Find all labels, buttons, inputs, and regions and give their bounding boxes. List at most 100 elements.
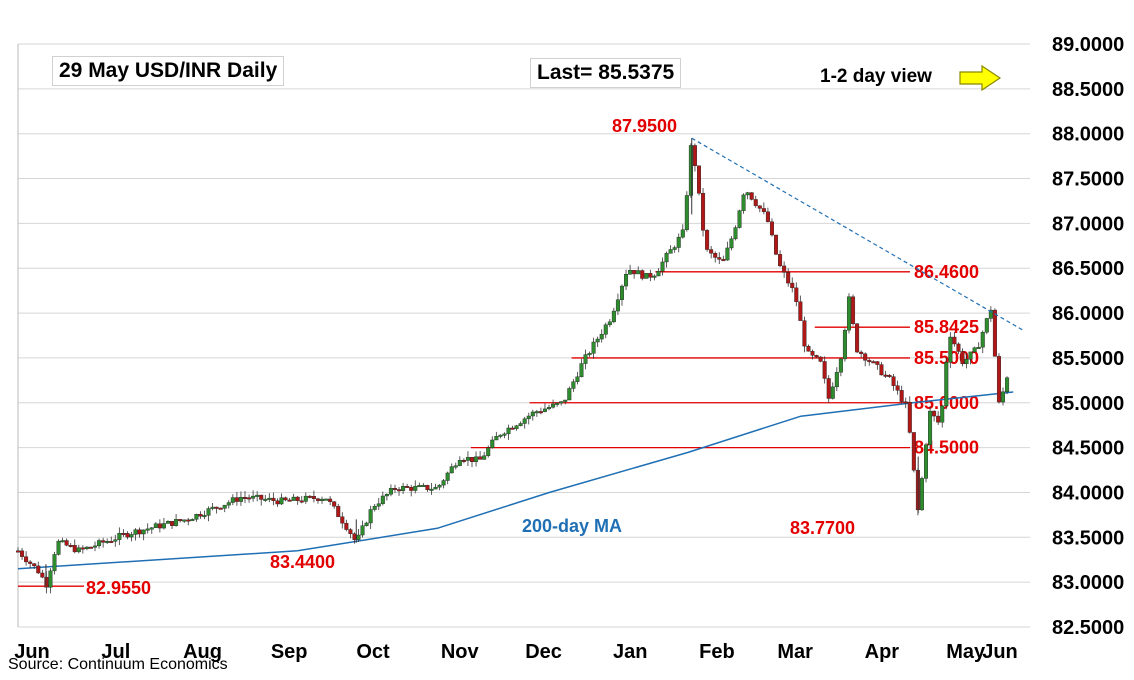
candle-body (547, 407, 552, 410)
candle-body (157, 523, 162, 529)
candle-body (311, 496, 316, 499)
candle-body (194, 514, 199, 520)
candle-body (721, 259, 726, 262)
candle-body (879, 364, 884, 376)
candle-body (425, 484, 430, 491)
candle-body (80, 547, 85, 550)
x-tick-label: Mar (777, 641, 813, 663)
candle-body (709, 249, 714, 254)
candle-body (218, 507, 223, 510)
candle-body (741, 194, 746, 211)
candle-body (761, 208, 766, 212)
candle-body (320, 498, 325, 501)
candle-body (453, 465, 458, 468)
y-tick-label: 87.5000 (1052, 169, 1124, 191)
candle-body (697, 165, 702, 194)
candle-body (259, 494, 264, 500)
candle-body (826, 378, 831, 399)
candle-body (984, 318, 989, 333)
candle-body (125, 533, 130, 538)
y-tick-label: 82.5000 (1052, 617, 1124, 639)
candle-body (924, 444, 929, 479)
candle-body (275, 500, 280, 505)
candle-body (307, 495, 312, 498)
candle-body (936, 415, 941, 423)
candle-body (145, 528, 150, 531)
candle-body (20, 550, 25, 557)
candle-body (165, 521, 170, 524)
x-tick-label: Sep (271, 641, 308, 663)
candle-body (457, 459, 462, 466)
candle-body (52, 554, 57, 572)
level-label: 86.4600 (914, 262, 979, 282)
candle-body (899, 390, 904, 402)
y-tick-label: 85.5000 (1052, 348, 1124, 370)
candle-body (798, 301, 803, 321)
candle-body (802, 320, 807, 347)
level-label: 85.8425 (914, 317, 979, 337)
candle-body (267, 497, 272, 500)
candle-body (595, 338, 600, 343)
x-tick-label: Feb (699, 641, 735, 663)
candle-body (502, 433, 507, 436)
ma-label: 200-day MA (522, 516, 622, 536)
candle-body (105, 541, 110, 543)
candle-body (40, 572, 45, 578)
candle-body (364, 522, 369, 526)
candle-body (287, 499, 292, 502)
candle-body (226, 502, 231, 506)
x-tick-label: Nov (441, 641, 480, 663)
y-tick-label: 85.0000 (1052, 393, 1124, 415)
candle-body (778, 254, 783, 267)
candle-body (433, 486, 438, 490)
candle-body (328, 498, 333, 502)
candle-body (141, 529, 146, 535)
candle-body (615, 299, 620, 312)
candle-body (932, 410, 937, 417)
level-label: 84.5000 (914, 438, 979, 458)
candle-body (113, 539, 118, 542)
candle-body (968, 351, 973, 360)
y-tick-label: 89.0000 (1052, 34, 1124, 56)
candle-body (474, 456, 479, 462)
grid-lines (17, 43, 1030, 628)
candle-body (928, 410, 933, 445)
candle-body (538, 411, 543, 414)
candle-body (794, 287, 799, 302)
candle-body (624, 274, 629, 287)
candle-body (352, 533, 357, 540)
candle-body (101, 540, 106, 543)
candle-body (247, 497, 252, 500)
y-tick-label: 84.5000 (1052, 438, 1124, 460)
candle-body (449, 466, 454, 474)
y-tick-label: 86.5000 (1052, 258, 1124, 280)
candle-body (656, 270, 661, 277)
candle-body (607, 321, 612, 325)
chart-title: 29 May USD/INR Daily (52, 56, 285, 86)
candle-body (648, 273, 653, 278)
candle-body (875, 361, 880, 365)
candle-body (579, 363, 584, 378)
candle-body (295, 496, 300, 501)
candle-body (153, 523, 158, 528)
candle-body (48, 570, 53, 588)
candle-body (786, 272, 791, 284)
candle-body (16, 550, 21, 553)
candle-body (388, 488, 393, 495)
candle-body (619, 285, 624, 300)
candle-body (591, 341, 596, 354)
candle-body (76, 547, 81, 553)
candle-body (109, 541, 114, 543)
candle-body (149, 527, 154, 530)
candle-body (563, 399, 568, 402)
candle-body (575, 376, 580, 382)
candle-body (413, 485, 418, 491)
candle-body (84, 546, 89, 550)
candle-body (765, 211, 770, 222)
candle-body (376, 503, 381, 507)
candle-body (640, 270, 645, 279)
candle-body (972, 347, 977, 353)
candle-body (887, 375, 892, 377)
candle-body (243, 497, 248, 499)
